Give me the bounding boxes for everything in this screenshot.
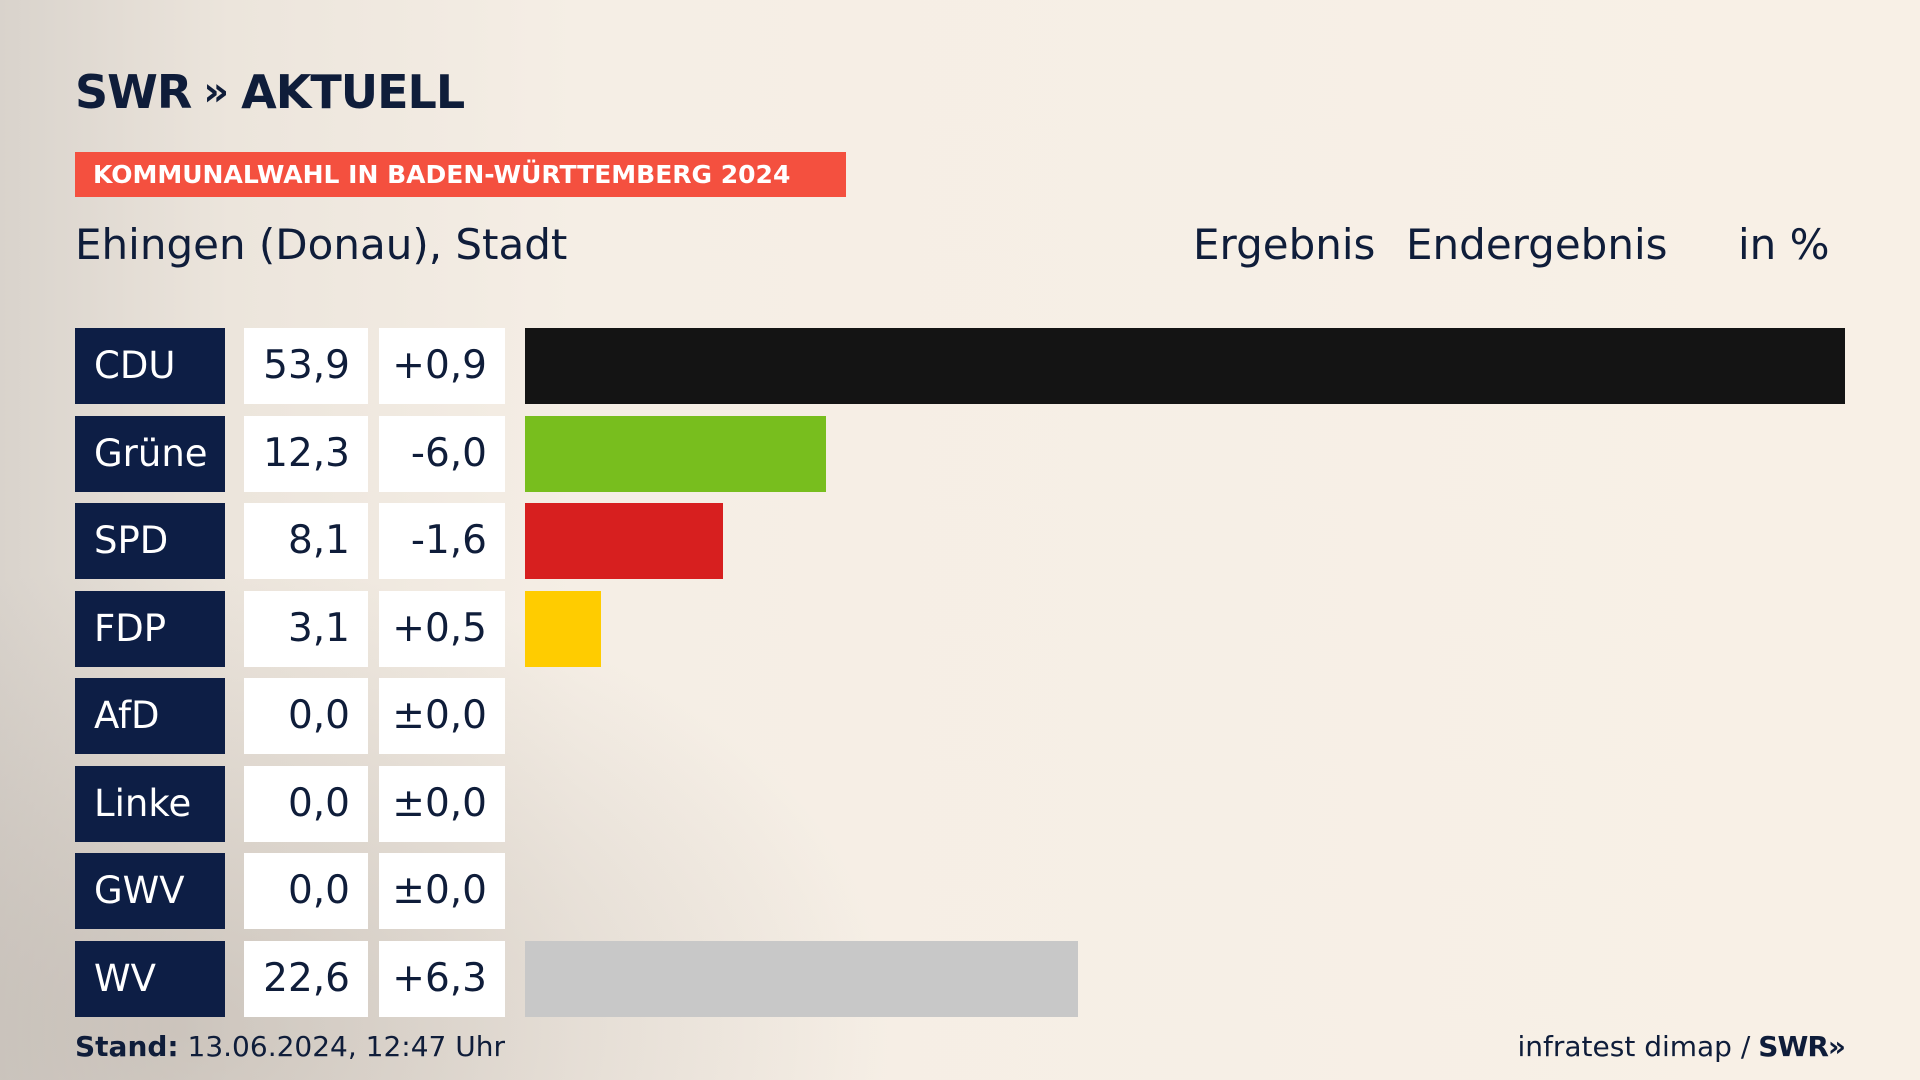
result-bar <box>525 328 1845 404</box>
result-bar <box>525 940 1078 1017</box>
header-ergebnis: Ergebnis <box>1193 220 1376 269</box>
result-change: -6,0 <box>379 415 505 492</box>
stand-value: 13.06.2024, 12:47 Uhr <box>187 1030 505 1063</box>
stand-footer: Stand: 13.06.2024, 12:47 Uhr <box>75 1030 505 1063</box>
logo-swr-text: SWR <box>75 65 192 119</box>
election-kicker: KOMMUNALWAHL IN BADEN-WÜRTTEMBERG 2024 <box>75 152 846 197</box>
result-row: Grüne 12,3 -6,0 <box>75 415 1845 492</box>
swr-aktuell-logo: SWR » AKTUELL <box>75 64 465 120</box>
party-label: WV <box>75 940 225 1017</box>
result-row: GWV 0,0 ±0,0 <box>75 853 1845 929</box>
result-bar <box>525 503 723 579</box>
source-text: infratest dimap / <box>1517 1030 1751 1063</box>
party-label: GWV <box>75 853 225 929</box>
result-value: 0,0 <box>244 678 368 754</box>
header-endergebnis: Endergebnis <box>1406 220 1668 269</box>
source-brand: SWR» <box>1758 1030 1846 1063</box>
result-change: -1,6 <box>379 503 505 579</box>
result-row: Linke 0,0 ±0,0 <box>75 765 1845 842</box>
result-change: ±0,0 <box>379 853 505 929</box>
result-row: CDU 53,9 +0,9 <box>75 328 1845 404</box>
party-label: Grüne <box>75 415 225 492</box>
result-change: +0,9 <box>379 328 505 404</box>
result-bar <box>525 590 601 667</box>
stand-label: Stand: <box>75 1030 179 1063</box>
logo-chevron-icon: » <box>203 69 229 115</box>
party-label: FDP <box>75 590 225 667</box>
result-row: WV 22,6 +6,3 <box>75 940 1845 1017</box>
result-bar <box>525 415 826 492</box>
result-change: +0,5 <box>379 590 505 667</box>
place-title: Ehingen (Donau), Stadt <box>75 220 568 269</box>
header-unit: in % <box>1738 220 1830 269</box>
party-label: AfD <box>75 678 225 754</box>
source-footer: infratest dimap / SWR» <box>1517 1030 1846 1063</box>
result-change: +6,3 <box>379 940 505 1017</box>
result-row: SPD 8,1 -1,6 <box>75 503 1845 579</box>
result-row: FDP 3,1 +0,5 <box>75 590 1845 667</box>
result-value: 3,1 <box>244 590 368 667</box>
logo-aktuell-text: AKTUELL <box>241 65 465 119</box>
result-value: 12,3 <box>244 415 368 492</box>
result-change: ±0,0 <box>379 765 505 842</box>
result-value: 8,1 <box>244 503 368 579</box>
party-label: SPD <box>75 503 225 579</box>
result-value: 53,9 <box>244 328 368 404</box>
result-value: 0,0 <box>244 765 368 842</box>
result-row: AfD 0,0 ±0,0 <box>75 678 1845 754</box>
result-value: 0,0 <box>244 853 368 929</box>
result-change: ±0,0 <box>379 678 505 754</box>
party-label: Linke <box>75 765 225 842</box>
party-label: CDU <box>75 328 225 404</box>
result-value: 22,6 <box>244 940 368 1017</box>
